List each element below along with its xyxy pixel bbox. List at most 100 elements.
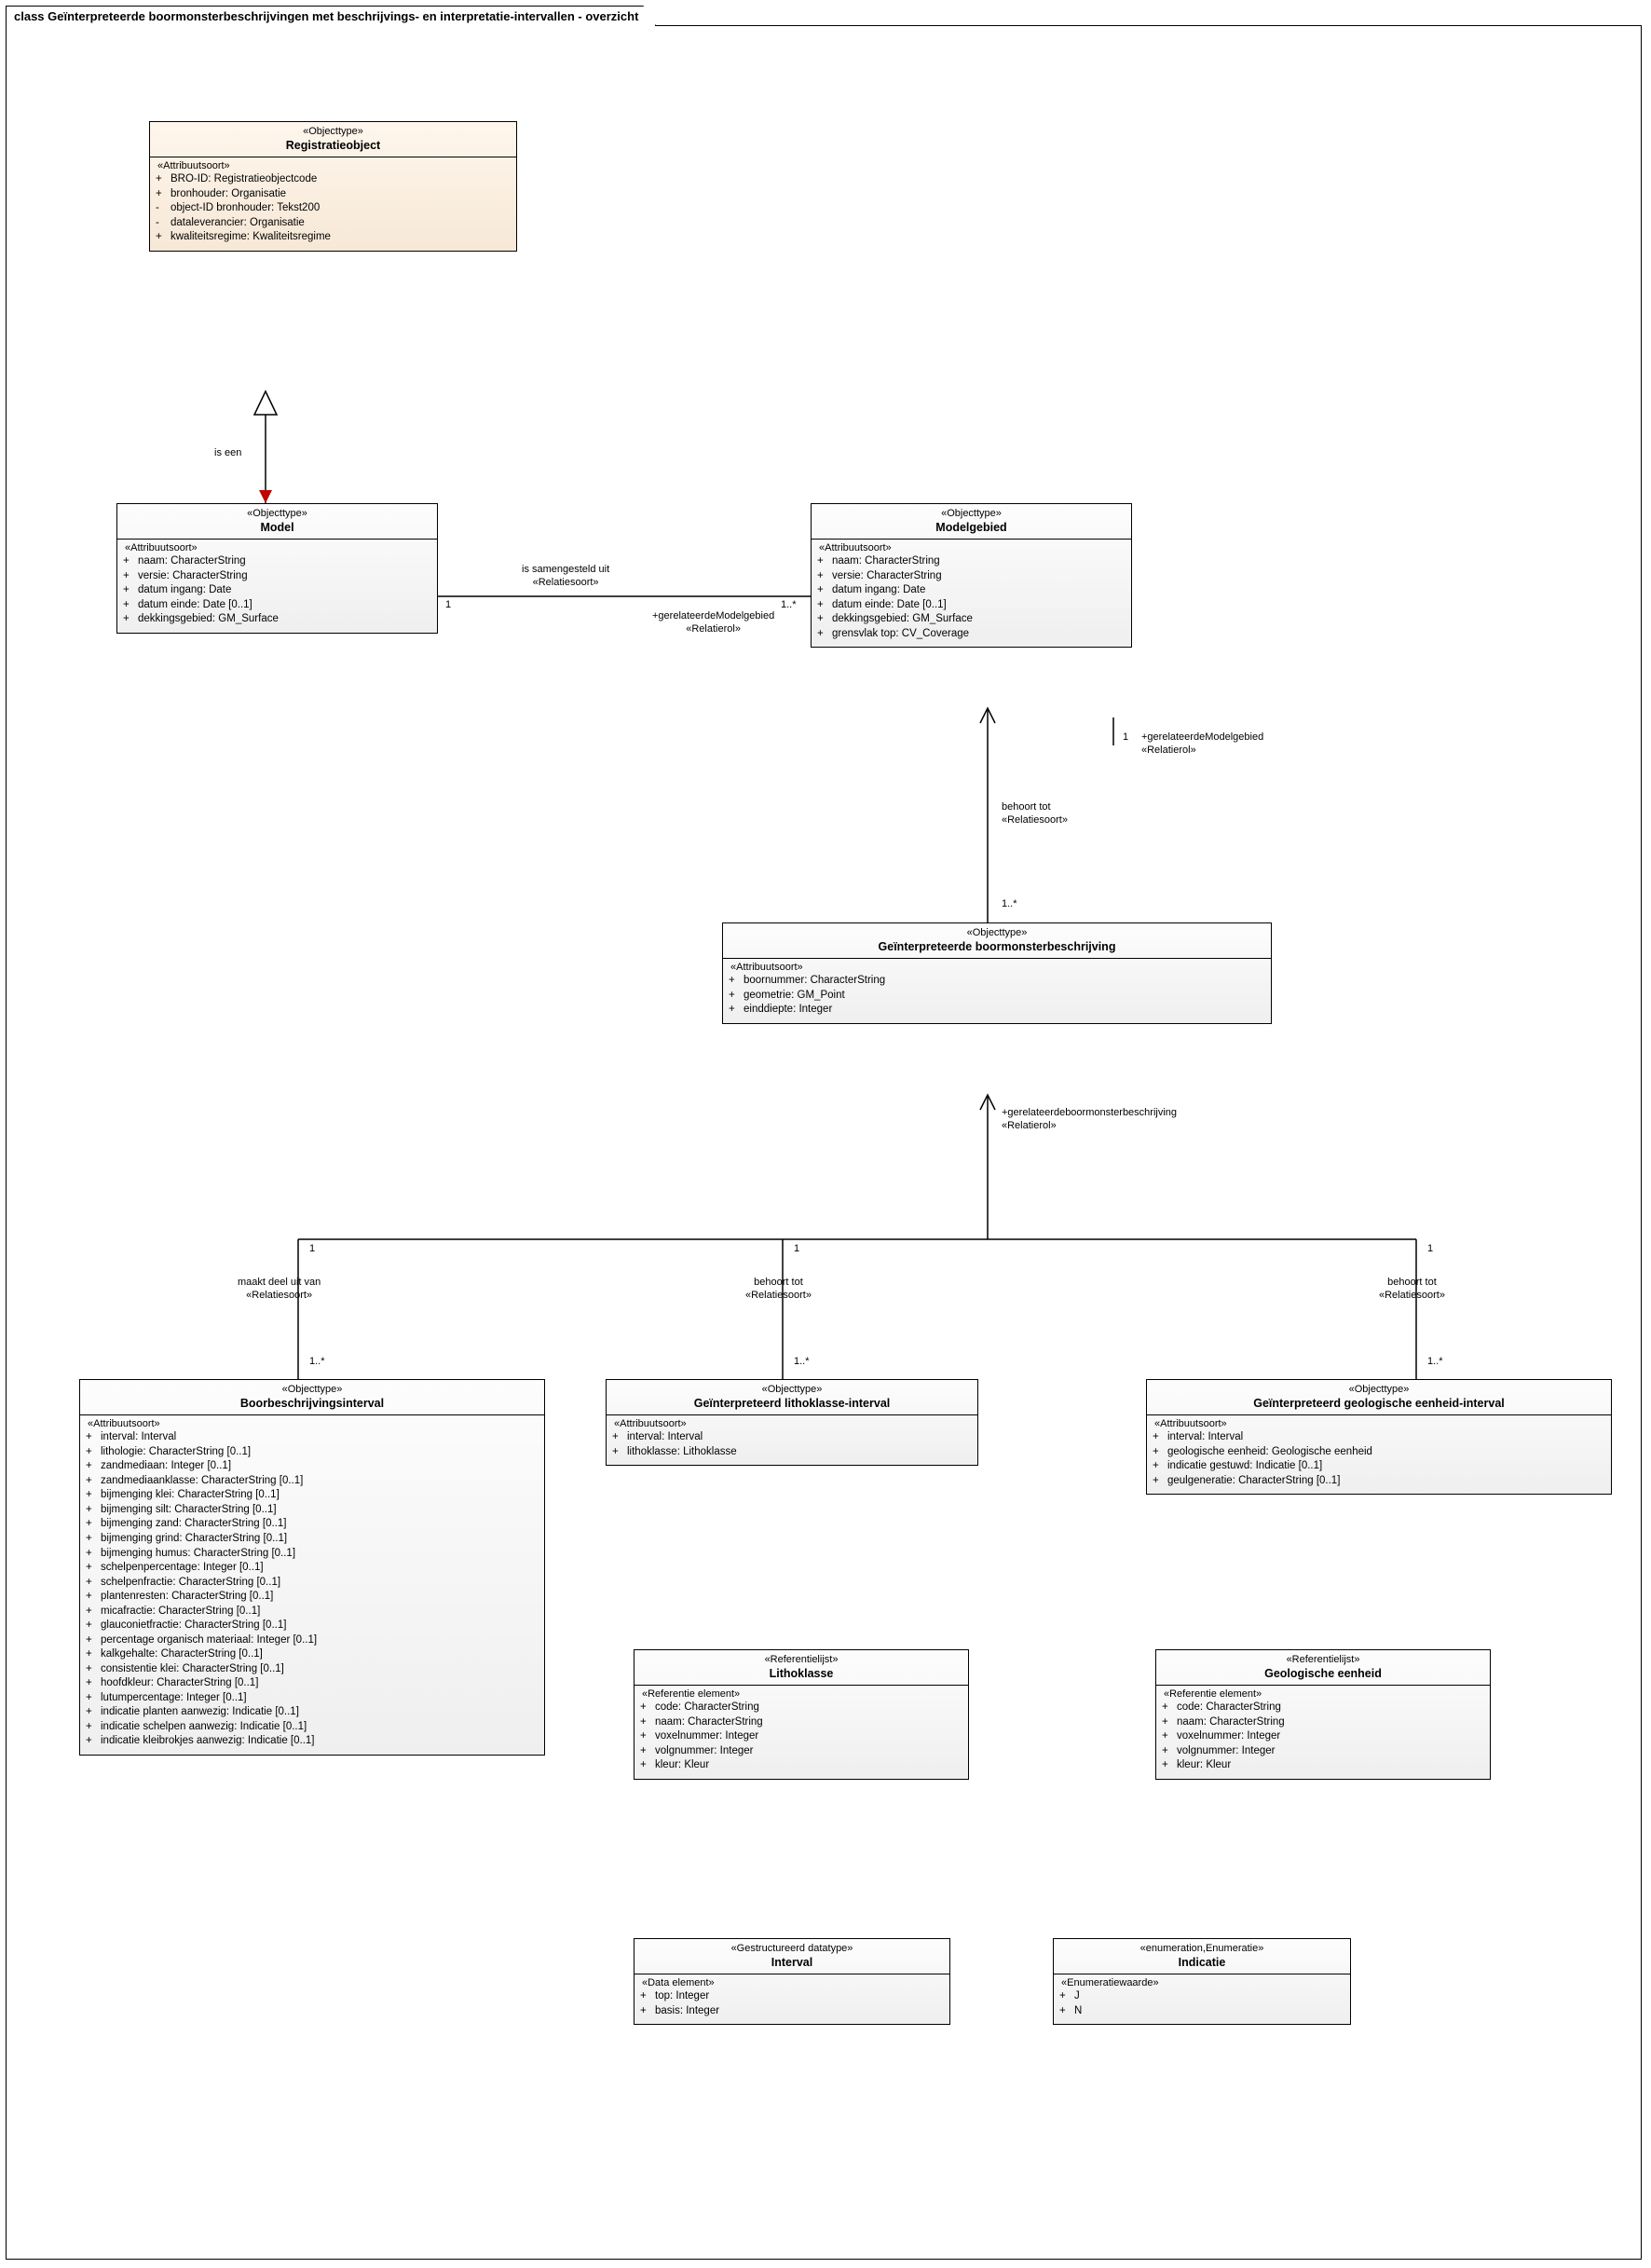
class-geo-interval: «Objecttype» Geïnterpreteerd geologische… bbox=[1146, 1379, 1612, 1495]
title: Model bbox=[123, 521, 431, 536]
attrs: +code: CharacterString+naam: CharacterSt… bbox=[1156, 1700, 1490, 1779]
attribute-row: +naam: CharacterString bbox=[123, 554, 431, 569]
section: «Referentie element» bbox=[634, 1686, 968, 1700]
attrs: +boornummer: CharacterString+geometrie: … bbox=[723, 973, 1271, 1023]
attribute-row: -object-ID bronhouder: Tekst200 bbox=[156, 201, 511, 216]
attribute-row: +bijmenging silt: CharacterString [0..1] bbox=[86, 1503, 539, 1518]
section: «Attribuutsoort» bbox=[607, 1415, 977, 1429]
attribute-row: +micafractie: CharacterString [0..1] bbox=[86, 1605, 539, 1619]
stereo: «Gestructureerd datatype» bbox=[640, 1943, 944, 1956]
attrs: +J+N bbox=[1054, 1988, 1350, 2024]
section: «Attribuutsoort» bbox=[812, 540, 1131, 553]
section: «Attribuutsoort» bbox=[80, 1415, 544, 1429]
stereo: «Referentielijst» bbox=[640, 1654, 962, 1667]
attribute-row: +percentage organisch materiaal: Integer… bbox=[86, 1633, 539, 1648]
attribute-row: +geulgeneratie: CharacterString [0..1] bbox=[1153, 1474, 1605, 1489]
attrs: +naam: CharacterString+versie: Character… bbox=[812, 553, 1131, 647]
attribute-row: +schelpenfractie: CharacterString [0..1] bbox=[86, 1576, 539, 1591]
attribute-row: +naam: CharacterString bbox=[1162, 1715, 1484, 1730]
mult-left-1: 1 bbox=[309, 1243, 315, 1254]
section: «Referentie element» bbox=[1156, 1686, 1490, 1700]
class-indicatie: «enumeration,Enumeratie» Indicatie «Enum… bbox=[1053, 1938, 1351, 2025]
title: Geïnterpreteerde boormonsterbeschrijving bbox=[729, 940, 1265, 955]
mult-gbm-1s: 1..* bbox=[1002, 898, 1017, 909]
attribute-row: +einddiepte: Integer bbox=[729, 1003, 1265, 1018]
attribute-row: +BRO-ID: Registratieobjectcode bbox=[156, 172, 511, 187]
attribute-row: +bijmenging klei: CharacterString [0..1] bbox=[86, 1488, 539, 1503]
attribute-row: +voxelnummer: Integer bbox=[640, 1729, 962, 1744]
label-is-een: is een bbox=[214, 447, 241, 460]
class-geologische-eenheid: «Referentielijst» Geologische eenheid «R… bbox=[1155, 1649, 1491, 1780]
attrs: +top: Integer+basis: Integer bbox=[634, 1988, 949, 2024]
attribute-row: +lithoklasse: Lithoklasse bbox=[612, 1445, 972, 1460]
label-behoort-tot-mid: behoort tot «Relatiesoort» bbox=[745, 1277, 812, 1303]
section: «Data element» bbox=[634, 1974, 949, 1988]
mult-mid-1s: 1..* bbox=[794, 1356, 810, 1367]
mult-mg-1: 1 bbox=[1123, 731, 1128, 743]
diagram-canvas: class Geïnterpreteerde boormonsterbeschr… bbox=[0, 0, 1651, 2268]
class-litho-interval: «Objecttype» Geïnterpreteerd lithoklasse… bbox=[606, 1379, 978, 1466]
attribute-row: +naam: CharacterString bbox=[817, 554, 1126, 569]
attribute-row: +indicatie gestuwd: Indicatie [0..1] bbox=[1153, 1459, 1605, 1474]
mult-mid-1: 1 bbox=[794, 1243, 799, 1254]
attribute-row: +dekkingsgebied: GM_Surface bbox=[123, 612, 431, 627]
attribute-row: +zandmediaanklasse: CharacterString [0..… bbox=[86, 1474, 539, 1489]
attribute-row: +grensvlak top: CV_Coverage bbox=[817, 627, 1126, 642]
attribute-row: +bronhouder: Organisatie bbox=[156, 187, 511, 202]
attribute-row: +lutumpercentage: Integer [0..1] bbox=[86, 1691, 539, 1706]
attribute-row: +zandmediaan: Integer [0..1] bbox=[86, 1459, 539, 1474]
attribute-row: +indicatie planten aanwezig: Indicatie [… bbox=[86, 1705, 539, 1720]
label-maakt-deel-uit: maakt deel uit van «Relatiesoort» bbox=[238, 1277, 321, 1303]
label-gerel-modelgebied-1: +gerelateerdeModelgebied «Relatierol» bbox=[652, 610, 774, 636]
attrs: +naam: CharacterString+versie: Character… bbox=[117, 553, 437, 633]
section: «Attribuutsoort» bbox=[1147, 1415, 1611, 1429]
attribute-row: +bijmenging humus: CharacterString [0..1… bbox=[86, 1547, 539, 1562]
title: Boorbeschrijvingsinterval bbox=[86, 1397, 539, 1412]
attribute-row: +boornummer: CharacterString bbox=[729, 974, 1265, 989]
attribute-row: +voxelnummer: Integer bbox=[1162, 1729, 1484, 1744]
attribute-row: +glauconietfractie: CharacterString [0..… bbox=[86, 1619, 539, 1633]
attribute-row: +code: CharacterString bbox=[640, 1701, 962, 1715]
attribute-row: +lithologie: CharacterString [0..1] bbox=[86, 1445, 539, 1460]
title: Interval bbox=[640, 1956, 944, 1971]
label-gerel-boormonster: +gerelateerdeboormonsterbeschrijving «Re… bbox=[1002, 1107, 1177, 1133]
mult-left-1s: 1..* bbox=[309, 1356, 325, 1367]
class-lithoklasse: «Referentielijst» Lithoklasse «Referenti… bbox=[634, 1649, 969, 1780]
stereo: «Objecttype» bbox=[123, 508, 431, 521]
attribute-row: +volgnummer: Integer bbox=[640, 1744, 962, 1759]
diagram-title-tab: class Geïnterpreteerde boormonsterbeschr… bbox=[6, 6, 656, 26]
mult-right-1: 1 bbox=[1427, 1243, 1433, 1254]
label-samengesteld: is samengesteld uit «Relatiesoort» bbox=[522, 564, 609, 590]
label-gerel-modelgebied-2: +gerelateerdeModelgebied «Relatierol» bbox=[1141, 731, 1263, 758]
stereo: «enumeration,Enumeratie» bbox=[1059, 1943, 1344, 1956]
attribute-row: +datum ingang: Date bbox=[123, 583, 431, 598]
class-boorbeschrijvingsinterval: «Objecttype» Boorbeschrijvingsinterval «… bbox=[79, 1379, 545, 1756]
attrs: +interval: Interval+lithologie: Characte… bbox=[80, 1429, 544, 1754]
section: «Attribuutsoort» bbox=[723, 959, 1271, 973]
attribute-row: +interval: Interval bbox=[86, 1430, 539, 1445]
class-modelgebied: «Objecttype» Modelgebied «Attribuutsoort… bbox=[811, 503, 1132, 648]
attribute-row: +hoofdkleur: CharacterString [0..1] bbox=[86, 1676, 539, 1691]
attribute-row: +datum einde: Date [0..1] bbox=[123, 598, 431, 613]
section: «Enumeratiewaarde» bbox=[1054, 1974, 1350, 1988]
title: Modelgebied bbox=[817, 521, 1126, 536]
attribute-row: +indicatie schelpen aanwezig: Indicatie … bbox=[86, 1720, 539, 1735]
title: Geologische eenheid bbox=[1162, 1667, 1484, 1682]
attrs: +code: CharacterString+naam: CharacterSt… bbox=[634, 1700, 968, 1779]
title: Geïnterpreteerd geologische eenheid-inte… bbox=[1153, 1397, 1605, 1412]
mult-right-1s: 1..* bbox=[1427, 1356, 1443, 1367]
attribute-row: +interval: Interval bbox=[612, 1430, 972, 1445]
stereo: «Objecttype» bbox=[817, 508, 1126, 521]
attribute-row: +indicatie kleibrokjes aanwezig: Indicat… bbox=[86, 1734, 539, 1749]
attrs: +BRO-ID: Registratieobjectcode+bronhoude… bbox=[150, 171, 516, 251]
attribute-row: +versie: CharacterString bbox=[123, 569, 431, 584]
stereo: «Objecttype» bbox=[156, 126, 511, 139]
attribute-row: +dekkingsgebied: GM_Surface bbox=[817, 612, 1126, 627]
attribute-row: +bijmenging zand: CharacterString [0..1] bbox=[86, 1517, 539, 1532]
attribute-row: +J bbox=[1059, 1989, 1344, 2004]
attribute-row: +kwaliteitsregime: Kwaliteitsregime bbox=[156, 230, 511, 245]
label-behoort-tot-mg: behoort tot «Relatiesoort» bbox=[1002, 801, 1068, 827]
attribute-row: +kleur: Kleur bbox=[640, 1758, 962, 1773]
attribute-row: +interval: Interval bbox=[1153, 1430, 1605, 1445]
mult-modelgebied-1s: 1..* bbox=[781, 599, 797, 610]
